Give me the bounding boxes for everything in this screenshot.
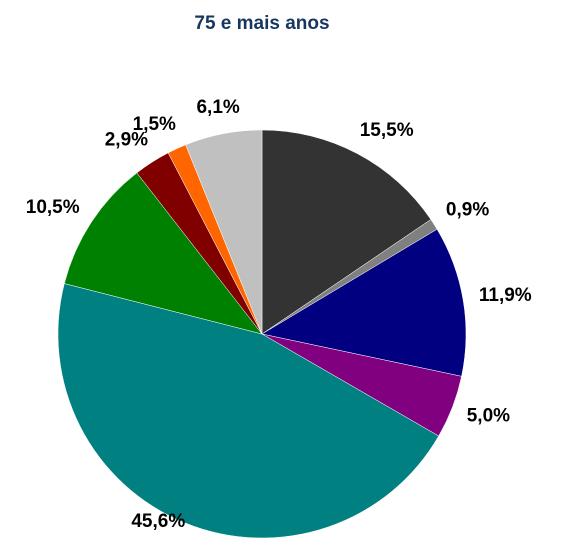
data-label: 1,5% [133,114,176,135]
chart-title: 75 e mais anos [194,13,329,34]
pie-slice [57,283,440,539]
data-label: 45,6% [131,511,185,532]
data-label: 6,1% [196,97,239,118]
pie-slice [185,129,263,335]
data-label: 11,9% [479,285,532,306]
pie-slice [261,129,432,335]
pie-slice [261,228,467,377]
data-label: 2,9% [105,129,148,150]
pie-slice [64,172,263,335]
data-label: 15,5% [360,120,414,141]
data-label: 5,0% [467,405,510,426]
data-label: 0,9% [446,199,489,220]
data-label: 10,5% [26,197,80,218]
